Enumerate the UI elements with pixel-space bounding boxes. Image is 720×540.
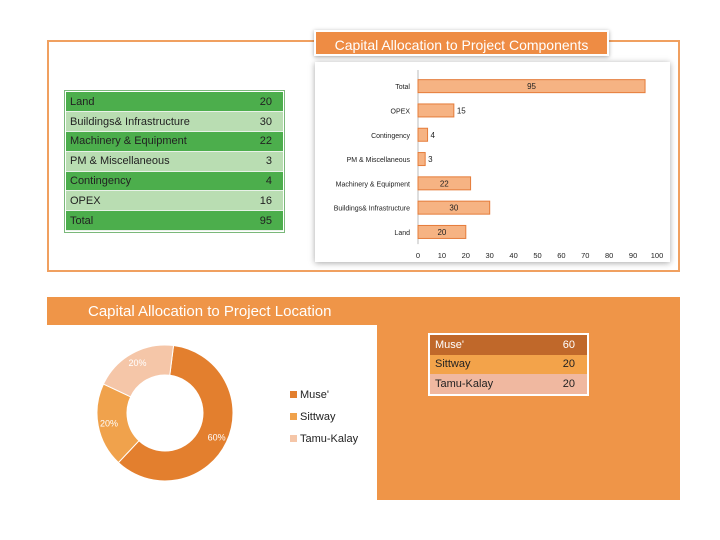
component-value: 4 [243,171,283,192]
location-title: Capital Allocation to Project Location [88,303,332,320]
x-tick-label: 50 [533,251,541,260]
location-value: 20 [562,358,575,371]
category-tick-label: Land [394,230,410,237]
component-value: 30 [243,111,283,133]
location-legend: Muse' Sittway Tamu-Kalay [290,385,358,451]
table-row: PM & Miscellaneous 3 [66,151,283,172]
legend-item: Sittway [290,407,358,426]
data-label: 30 [449,204,458,213]
component-label: PM & Miscellaneous [66,151,243,172]
data-label: 95 [527,82,536,91]
component-label: Buildings& Infrastructure [66,111,243,133]
legend-label: Sittway [300,410,336,423]
component-value: 95 [243,210,283,232]
table-row: Machinery & Equipment 22 [66,131,283,152]
x-tick-label: 10 [438,251,446,260]
legend-swatch [290,391,297,398]
component-value: 3 [243,151,283,172]
x-tick-label: 30 [486,251,494,260]
legend-swatch [290,435,297,442]
donut-slice [102,344,175,398]
location-value: 20 [562,377,575,390]
x-tick-label: 60 [557,251,565,260]
location-donut-chart: 60% 20% 20% [96,344,234,482]
component-label: Machinery & Equipment [66,131,243,152]
bar [417,152,426,167]
x-tick-label: 90 [629,251,637,260]
table-row: Muse' 60 [430,335,587,355]
component-label: Total [66,210,243,232]
component-label: Land [66,92,243,113]
components-bar-chart-card: Total 95 OPEX 15 Contingency 4 PM & Miscellane… [315,62,670,262]
slice-data-label: 20% [100,419,118,429]
legend-swatch [290,413,297,420]
category-tick-label: OPEX [391,108,411,115]
data-label: 15 [457,106,466,115]
category-tick-label: Buildings& Infrastructure [334,206,410,213]
location-value: 60 [562,338,575,351]
bar [417,176,472,191]
bar [417,103,455,118]
x-tick-label: 100 [651,251,664,260]
category-tick-label: Machinery & Equipment [336,181,410,188]
component-value: 22 [243,131,283,152]
x-tick-label: 80 [605,251,613,260]
components-table: Land 20 Buildings& Infrastructure 30 Machine… [64,89,285,234]
bar [417,127,429,142]
data-label: 20 [437,228,446,237]
table-row: Tamu-Kalay 20 [430,374,587,394]
component-label: Contingency [66,171,243,192]
bar [417,200,491,215]
x-tick-label: 0 [416,251,420,260]
category-tick-label: PM & Miscellaneous [347,157,411,164]
legend-item: Muse' [290,385,358,404]
location-label: Muse' [435,338,464,351]
x-tick-label: 20 [462,251,470,260]
components-title: Capital Allocation to Project Components [314,30,609,56]
table-row: Buildings& Infrastructure 30 [66,111,283,133]
category-tick-label: Contingency [371,133,410,140]
table-row: Land 20 [66,92,283,113]
legend-item: Tamu-Kalay [290,429,358,448]
bar [417,224,467,239]
category-tick-label: Total [395,84,410,91]
table-row: Total 95 [66,210,283,232]
component-value: 16 [243,190,283,212]
component-value: 20 [243,92,283,113]
data-label: 4 [431,131,436,140]
bar [417,79,646,94]
table-row: Sittway 20 [430,354,587,374]
x-tick-label: 70 [581,251,589,260]
table-row: Contingency 4 [66,171,283,192]
donut-slice [117,344,234,482]
location-label: Tamu-Kalay [435,377,494,390]
location-label: Sittway [435,358,471,371]
data-label: 3 [428,155,433,164]
component-label: OPEX [66,190,243,212]
slice-data-label: 20% [129,358,147,368]
components-bar-chart: Total 95 OPEX 15 Contingency 4 PM & Miscellane… [334,70,664,260]
location-table: Muse' 60 Sittway 20 Tamu-Kalay 20 [428,333,589,396]
legend-label: Muse' [300,388,329,401]
table-row: OPEX 16 [66,190,283,212]
legend-label: Tamu-Kalay [300,432,359,445]
x-tick-label: 40 [509,251,517,260]
data-label: 22 [440,179,449,188]
slice-data-label: 60% [208,432,226,442]
